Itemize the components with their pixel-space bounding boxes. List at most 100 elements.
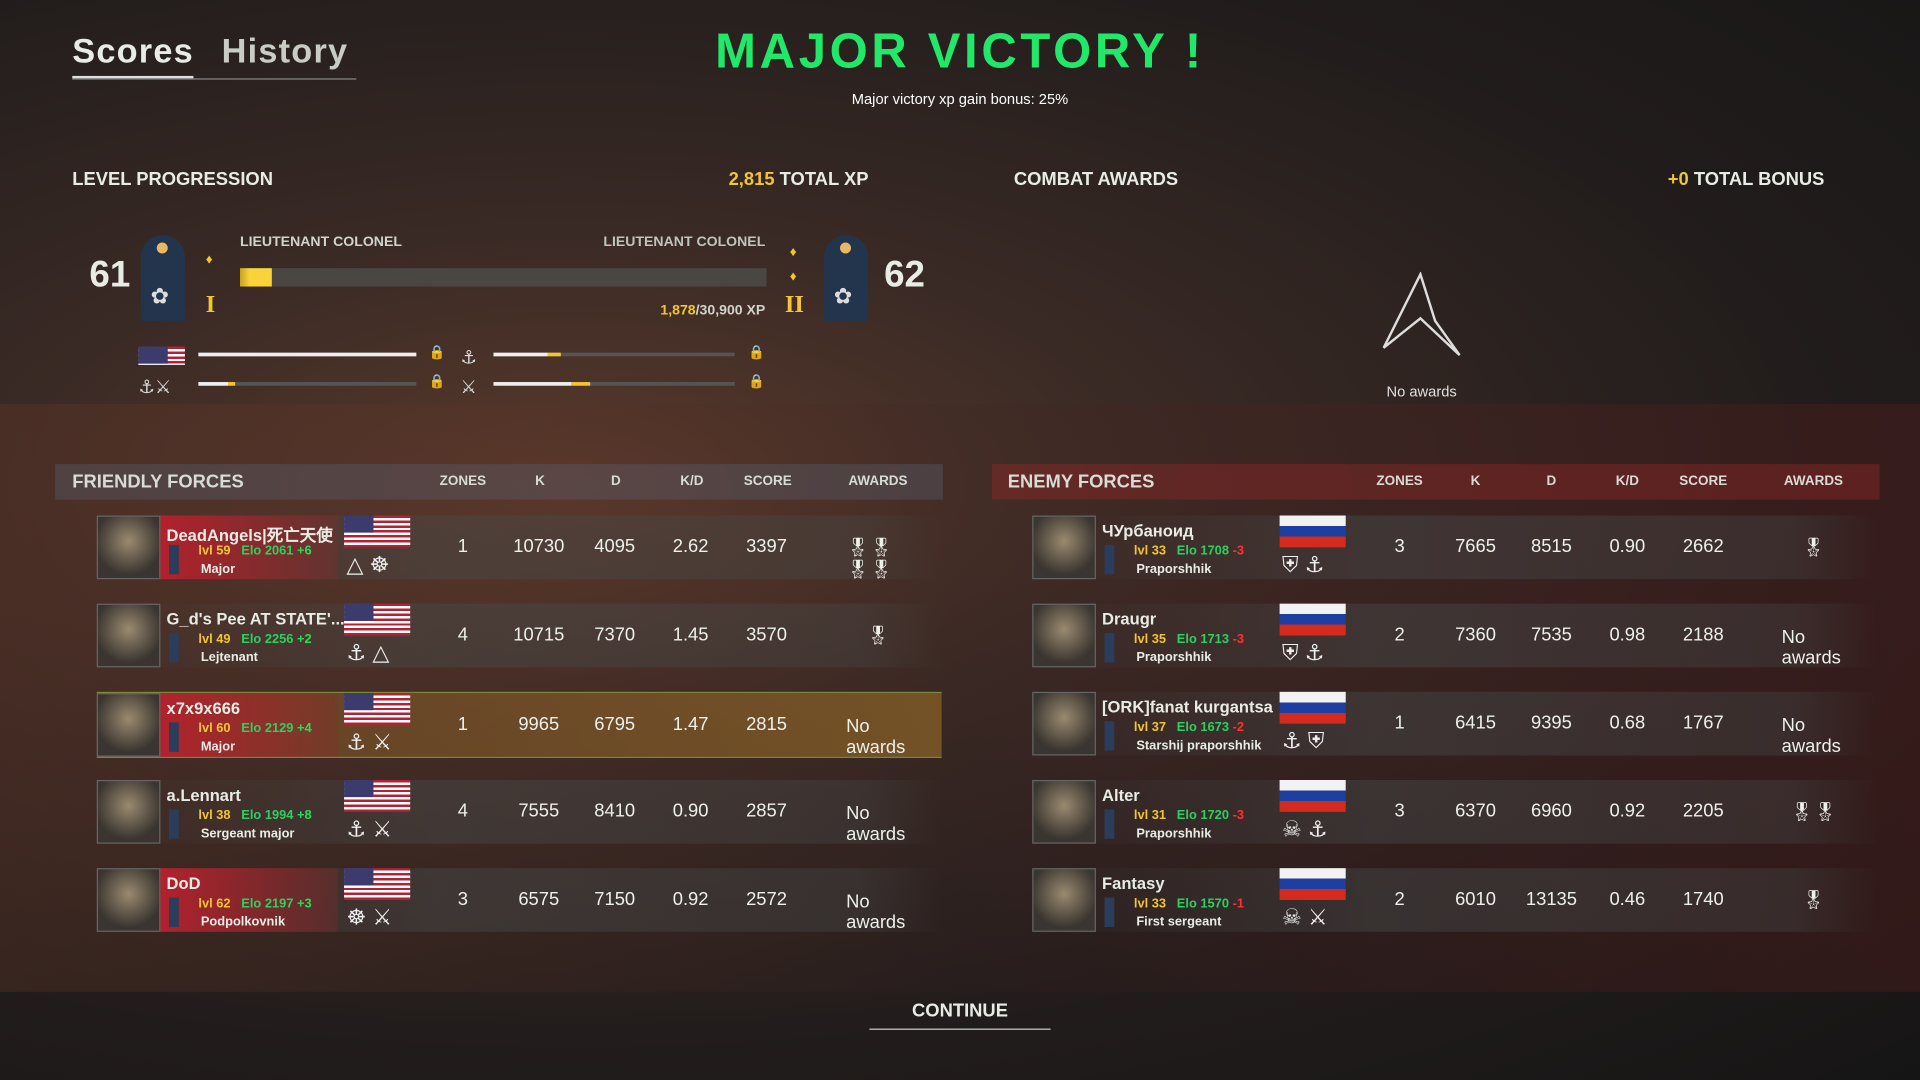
score-value: 2572 [746, 888, 787, 910]
player-elo: Elo 1673 [1176, 720, 1229, 735]
unit-insignia-icons: ⛨ ⚓ [1282, 552, 1325, 577]
unit-insignia-icons: ⚓ △ [346, 640, 390, 665]
us-flag-icon [344, 693, 411, 725]
player-rank: Major [200, 739, 236, 755]
friendly-player-row[interactable]: a.Lennart lvl 38 Elo 1994 +8 Sergeant ma… [96, 780, 942, 845]
enemy-player-row[interactable]: Draugr lvl 35 Elo 1713 -3 Praporshhik ⛨ … [1032, 603, 1878, 669]
rank-insignia-icon [168, 633, 179, 663]
medal-icons: 🎖🎖 [1790, 802, 1837, 823]
friendly-player-row[interactable]: DoD lvl 62 Elo 2197 +3 Podpolkovnik ☸ ⚔ … [96, 868, 942, 933]
kd-value: 0.68 [1609, 712, 1646, 734]
total-xp-value: 2,815 [728, 168, 775, 190]
deaths-value: 8410 [594, 800, 636, 822]
elo-delta: +6 [297, 543, 312, 559]
lock-icon: 🔒 [748, 345, 765, 361]
player-rank: Sergeant major [200, 826, 295, 842]
elo-delta: -2 [1232, 720, 1245, 735]
player-name[interactable]: ЧУрбаноид [1102, 521, 1194, 541]
current-rank-label: LIEUTENANT COLONEL [240, 235, 402, 250]
player-avatar[interactable] [1032, 780, 1096, 844]
no-awards-logo-icon [1381, 271, 1462, 358]
player-level-elo: lvl 33 Elo 1708 -3 [1102, 544, 1244, 559]
player-avatar[interactable] [96, 780, 161, 844]
elo-delta: -3 [1232, 808, 1245, 823]
player-name[interactable]: Draugr [1102, 609, 1157, 629]
unit-insignia-icons: ⚓ ⚔ [346, 816, 393, 842]
medal-icons: 🎖 [866, 625, 890, 647]
kd-value: 0.46 [1609, 888, 1646, 910]
zones-value: 2 [1394, 888, 1405, 910]
kd-value: 0.92 [672, 888, 709, 910]
zones-value: 1 [457, 713, 468, 735]
enemy-player-row[interactable]: Fantasy lvl 33 Elo 1570 -1 First sergean… [1032, 868, 1878, 932]
player-avatar[interactable] [1032, 868, 1096, 932]
player-avatar[interactable] [1032, 515, 1096, 580]
tab-history[interactable]: History [221, 31, 349, 70]
combat-awards-heading: COMBAT AWARDS [1013, 168, 1179, 190]
col-d: D [611, 473, 621, 489]
player-avatar[interactable] [96, 603, 161, 668]
kd-value: 0.98 [1609, 624, 1646, 646]
player-rank: Lejtenant [200, 650, 258, 665]
elo-delta: -3 [1232, 631, 1245, 647]
continue-button[interactable]: CONTINUE [869, 1000, 1051, 1030]
player-avatar[interactable] [96, 693, 161, 757]
player-name[interactable]: Fantasy [1102, 874, 1165, 893]
friendly-player-row[interactable]: DeadAngels|死亡天使 lvl 59 Elo 2061 +6 Major… [96, 515, 942, 580]
kills-value: 6010 [1455, 888, 1496, 910]
tab-scores[interactable]: Scores [72, 32, 194, 79]
enemy-forces-heading: ENEMY FORCES [1007, 471, 1155, 493]
elo-delta: -1 [1232, 896, 1245, 912]
player-card-bg [160, 515, 338, 580]
player-name[interactable]: Alter [1102, 786, 1140, 805]
player-level: lvl 49 [198, 631, 231, 647]
player-rank: Praporshhik [1136, 650, 1212, 665]
zones-value: 4 [457, 800, 468, 822]
no-awards-text: No awards [1781, 715, 1841, 757]
player-name[interactable]: DoD [166, 874, 201, 893]
rank-insignia-icon [1104, 721, 1115, 751]
enemy-player-row[interactable]: [ORK]fanat kurgantsa lvl 37 Elo 1673 -2 … [1032, 691, 1878, 757]
enemy-player-row[interactable]: Alter lvl 31 Elo 1720 -3 Praporshhik ☠ ⚓… [1032, 780, 1878, 844]
player-name[interactable]: G_d's Pee AT STATE'... [166, 609, 345, 629]
col-score: SCORE [1679, 473, 1728, 489]
marines-cavalry-icon: ⚓⚔ [138, 377, 172, 398]
kills-value: 10715 [513, 624, 565, 646]
kd-value: 1.45 [672, 624, 709, 646]
total-bonus: +0 TOTAL BONUS [1668, 169, 1825, 190]
enemy-player-row[interactable]: ЧУрбаноид lvl 33 Elo 1708 -3 Praporshhik… [1032, 515, 1878, 580]
player-elo: Elo 1994 [241, 808, 294, 823]
player-name[interactable]: x7x9x666 [166, 699, 241, 718]
unit-insignia-icons: △ ☸ [346, 552, 390, 577]
kills-value: 6575 [518, 888, 560, 910]
score-value: 2815 [746, 713, 787, 735]
player-name[interactable]: a.Lennart [166, 786, 241, 805]
col-kd: K/D [680, 473, 704, 489]
player-name[interactable]: DeadAngels|死亡天使 [166, 526, 333, 545]
total-xp: 2,815 TOTAL XP [729, 169, 869, 190]
friendly-player-row[interactable]: G_d's Pee AT STATE'... lvl 49 Elo 2256 +… [96, 603, 942, 668]
player-level-elo: lvl 38 Elo 1994 +8 [167, 808, 311, 823]
result-subtitle: Major victory xp gain bonus: 25% [851, 90, 1069, 108]
xp-current: 1,878 [660, 303, 696, 319]
friendly-player-row[interactable]: x7x9x666 lvl 60 Elo 2129 +4 Major ⚓ ⚔ 1 … [96, 691, 942, 758]
player-avatar[interactable] [1032, 603, 1096, 668]
player-rank: Starshij praporshhik [1136, 738, 1262, 754]
rank-insignia-icon [168, 722, 179, 752]
col-zones: ZONES [1376, 473, 1423, 489]
us-flag-icon [344, 515, 411, 548]
kills-value: 6370 [1455, 800, 1496, 822]
player-avatar[interactable] [96, 868, 161, 932]
player-rank: Podpolkovnik [200, 914, 286, 930]
player-level: lvl 59 [198, 543, 231, 559]
player-elo: Elo 2129 [241, 721, 294, 736]
col-d: D [1546, 473, 1557, 489]
kills-value: 7555 [518, 800, 560, 822]
player-level: lvl 33 [1133, 896, 1167, 912]
player-avatar[interactable] [96, 515, 161, 580]
player-level-elo: lvl 37 Elo 1673 -2 [1102, 720, 1244, 735]
elo-delta: +3 [297, 896, 312, 912]
deaths-value: 7535 [1530, 624, 1572, 646]
player-name[interactable]: [ORK]fanat kurgantsa [1102, 697, 1273, 717]
player-avatar[interactable] [1032, 691, 1096, 756]
